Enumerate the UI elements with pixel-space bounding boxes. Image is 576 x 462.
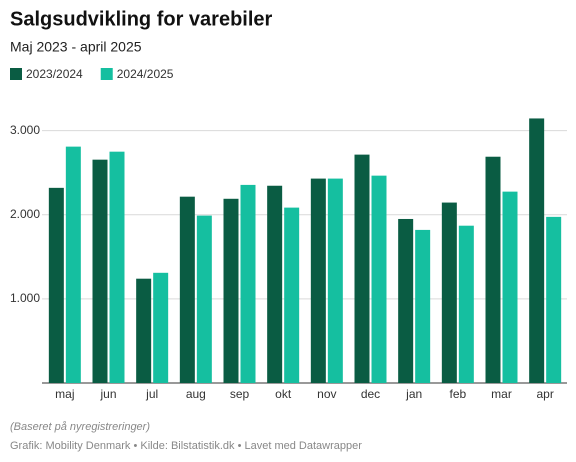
bar <box>92 159 108 383</box>
x-tick-label: sep <box>230 387 250 401</box>
bar <box>371 175 387 383</box>
chart-title: Salgsudvikling for varebiler <box>10 8 273 30</box>
x-tick-label: jul <box>145 387 158 401</box>
x-tick-label: feb <box>449 387 466 401</box>
x-tick-label: mar <box>491 387 512 401</box>
bar <box>485 156 501 383</box>
bar <box>415 229 431 383</box>
x-tick-label: aug <box>186 387 206 401</box>
bar <box>48 187 64 383</box>
bar <box>529 118 545 383</box>
bar <box>327 178 343 383</box>
bar <box>502 191 518 383</box>
chart-subtitle: Maj 2023 - april 2025 <box>10 39 142 55</box>
bar <box>153 272 169 383</box>
bar <box>136 278 152 383</box>
y-tick-label: 3.000 <box>10 123 40 137</box>
bar <box>267 185 283 383</box>
bar <box>240 184 256 383</box>
bar <box>441 202 457 383</box>
y-tick-label: 2.000 <box>10 207 40 221</box>
source: Grafik: Mobility Denmark • Kilde: Bilsta… <box>10 440 362 452</box>
note: (Baseret på nyregistreringer) <box>10 421 150 433</box>
legend-swatch <box>100 68 113 80</box>
bar <box>284 207 300 383</box>
bar <box>398 218 414 383</box>
bar <box>546 216 562 383</box>
bar <box>223 198 239 383</box>
bar <box>310 178 326 383</box>
x-tick-label: dec <box>361 387 380 401</box>
x-tick-label: apr <box>536 387 553 401</box>
bar <box>65 146 81 383</box>
y-tick-label: 1.000 <box>10 291 40 305</box>
x-tick-label: maj <box>55 387 74 401</box>
x-tick-label: jun <box>99 387 116 401</box>
legend-label: 2024/2025 <box>117 67 174 81</box>
bar <box>458 225 474 383</box>
x-tick-label: nov <box>317 387 336 401</box>
bar <box>354 154 370 383</box>
bar <box>196 215 212 383</box>
legend-label: 2023/2024 <box>26 67 83 81</box>
x-tick-label: jan <box>405 387 422 401</box>
bar <box>179 196 195 383</box>
bar <box>109 151 125 383</box>
legend-swatch <box>10 68 22 80</box>
x-tick-label: okt <box>275 387 292 401</box>
